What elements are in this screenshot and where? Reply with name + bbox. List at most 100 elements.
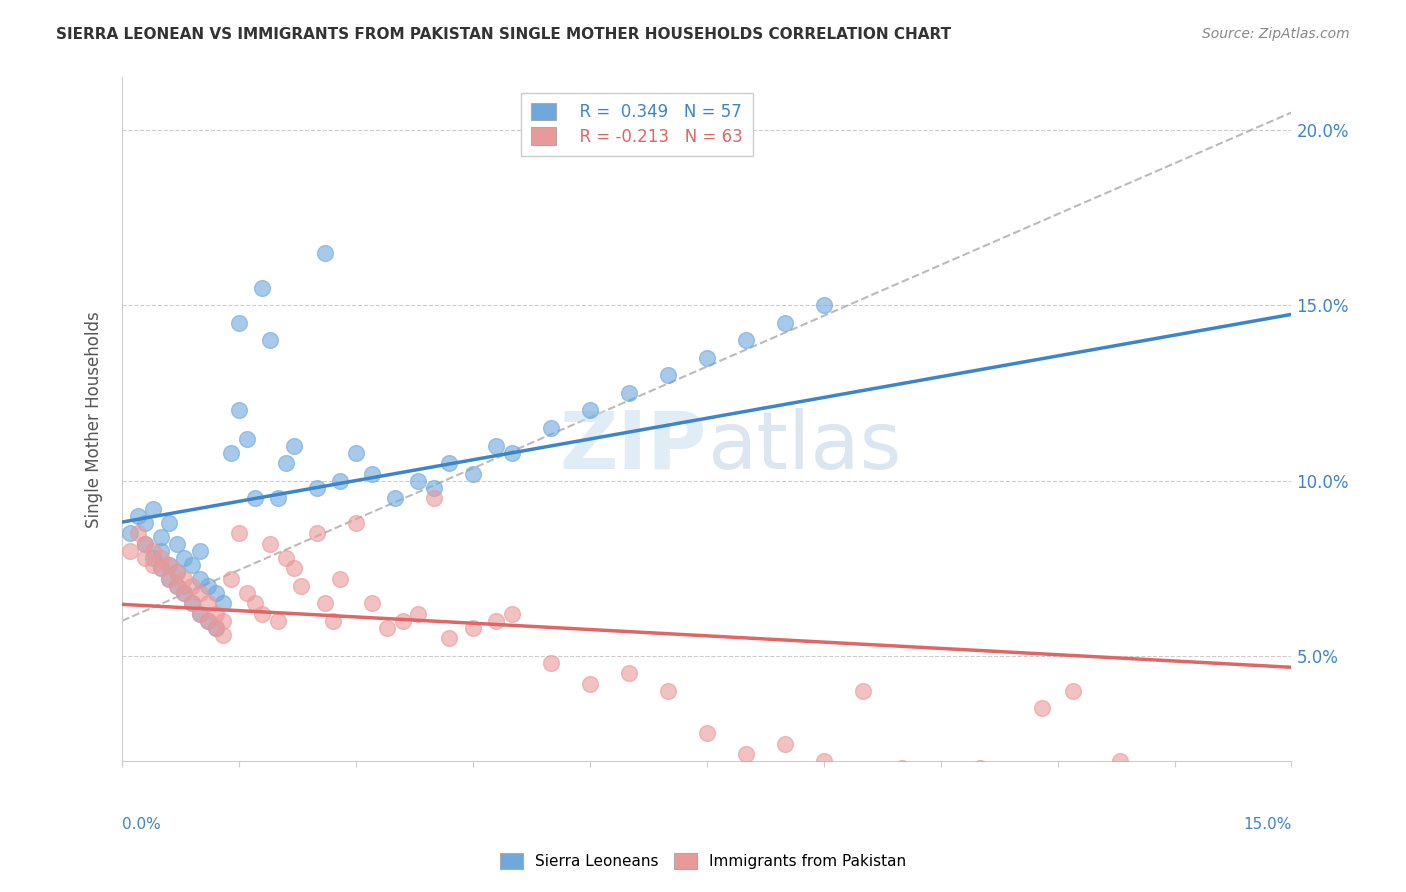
Point [188,543,211,558]
Point [501,607,523,621]
Point [204,586,226,600]
Point [150,561,173,575]
Point [696,351,718,365]
Point [540,421,562,435]
Point [228,526,250,541]
Point [236,586,259,600]
Point [181,558,204,572]
Point [134,516,156,530]
Point [578,677,600,691]
Point [212,628,235,642]
Point [290,579,312,593]
Point [228,403,250,417]
Point [617,386,640,401]
Point [375,621,398,635]
Point [929,772,952,786]
Point [274,550,297,565]
Point [696,726,718,740]
Text: 15.0%: 15.0% [1243,817,1292,832]
Point [127,526,149,541]
Point [773,316,796,330]
Point [127,508,149,523]
Point [408,607,430,621]
Point [813,754,835,768]
Point [657,368,679,383]
Point [423,491,446,505]
Point [197,614,219,628]
Point [314,245,336,260]
Point [267,491,290,505]
Point [157,558,180,572]
Point [197,614,219,628]
Point [329,474,352,488]
Point [134,537,156,551]
Point [166,579,188,593]
Point [142,558,165,572]
Point [329,572,352,586]
Point [204,621,226,635]
Point [439,456,461,470]
Point [344,516,367,530]
Point [485,438,508,452]
Point [360,467,382,481]
Text: SIERRA LEONEAN VS IMMIGRANTS FROM PAKISTAN SINGLE MOTHER HOUSEHOLDS CORRELATION : SIERRA LEONEAN VS IMMIGRANTS FROM PAKIST… [56,27,952,42]
Point [773,737,796,751]
Point [283,438,305,452]
Point [617,666,640,681]
Point [461,467,484,481]
Point [173,586,195,600]
Point [314,596,336,610]
Point [1062,684,1084,698]
Point [157,572,180,586]
Point [181,596,204,610]
Point [188,607,211,621]
Point [157,572,180,586]
Point [228,316,250,330]
Text: 0.0%: 0.0% [122,817,160,832]
Point [344,445,367,459]
Point [322,614,344,628]
Point [1109,754,1132,768]
Point [150,561,173,575]
Point [150,543,173,558]
Text: ZIP: ZIP [560,408,707,485]
Point [252,281,274,295]
Point [150,530,173,544]
Point [166,565,188,579]
Point [360,596,382,610]
Point [391,614,413,628]
Legend: Sierra Leoneans, Immigrants from Pakistan: Sierra Leoneans, Immigrants from Pakista… [494,847,912,875]
Point [118,543,141,558]
Point [384,491,406,505]
Point [259,334,281,348]
Point [408,474,430,488]
Point [212,614,235,628]
Point [150,550,173,565]
Point [142,501,165,516]
Point [305,481,328,495]
Point [243,596,266,610]
Point [890,761,912,775]
Point [166,565,188,579]
Point [204,621,226,635]
Point [236,432,259,446]
Point [852,684,875,698]
Point [259,537,281,551]
Point [181,596,204,610]
Point [461,621,484,635]
Point [166,579,188,593]
Point [439,632,461,646]
Point [485,614,508,628]
Point [157,516,180,530]
Text: atlas: atlas [707,408,901,485]
Point [657,684,679,698]
Point [157,558,180,572]
Point [197,579,219,593]
Point [305,526,328,541]
Point [283,561,305,575]
Point [204,607,226,621]
Point [142,543,165,558]
Point [118,526,141,541]
Point [267,614,290,628]
Text: Source: ZipAtlas.com: Source: ZipAtlas.com [1202,27,1350,41]
